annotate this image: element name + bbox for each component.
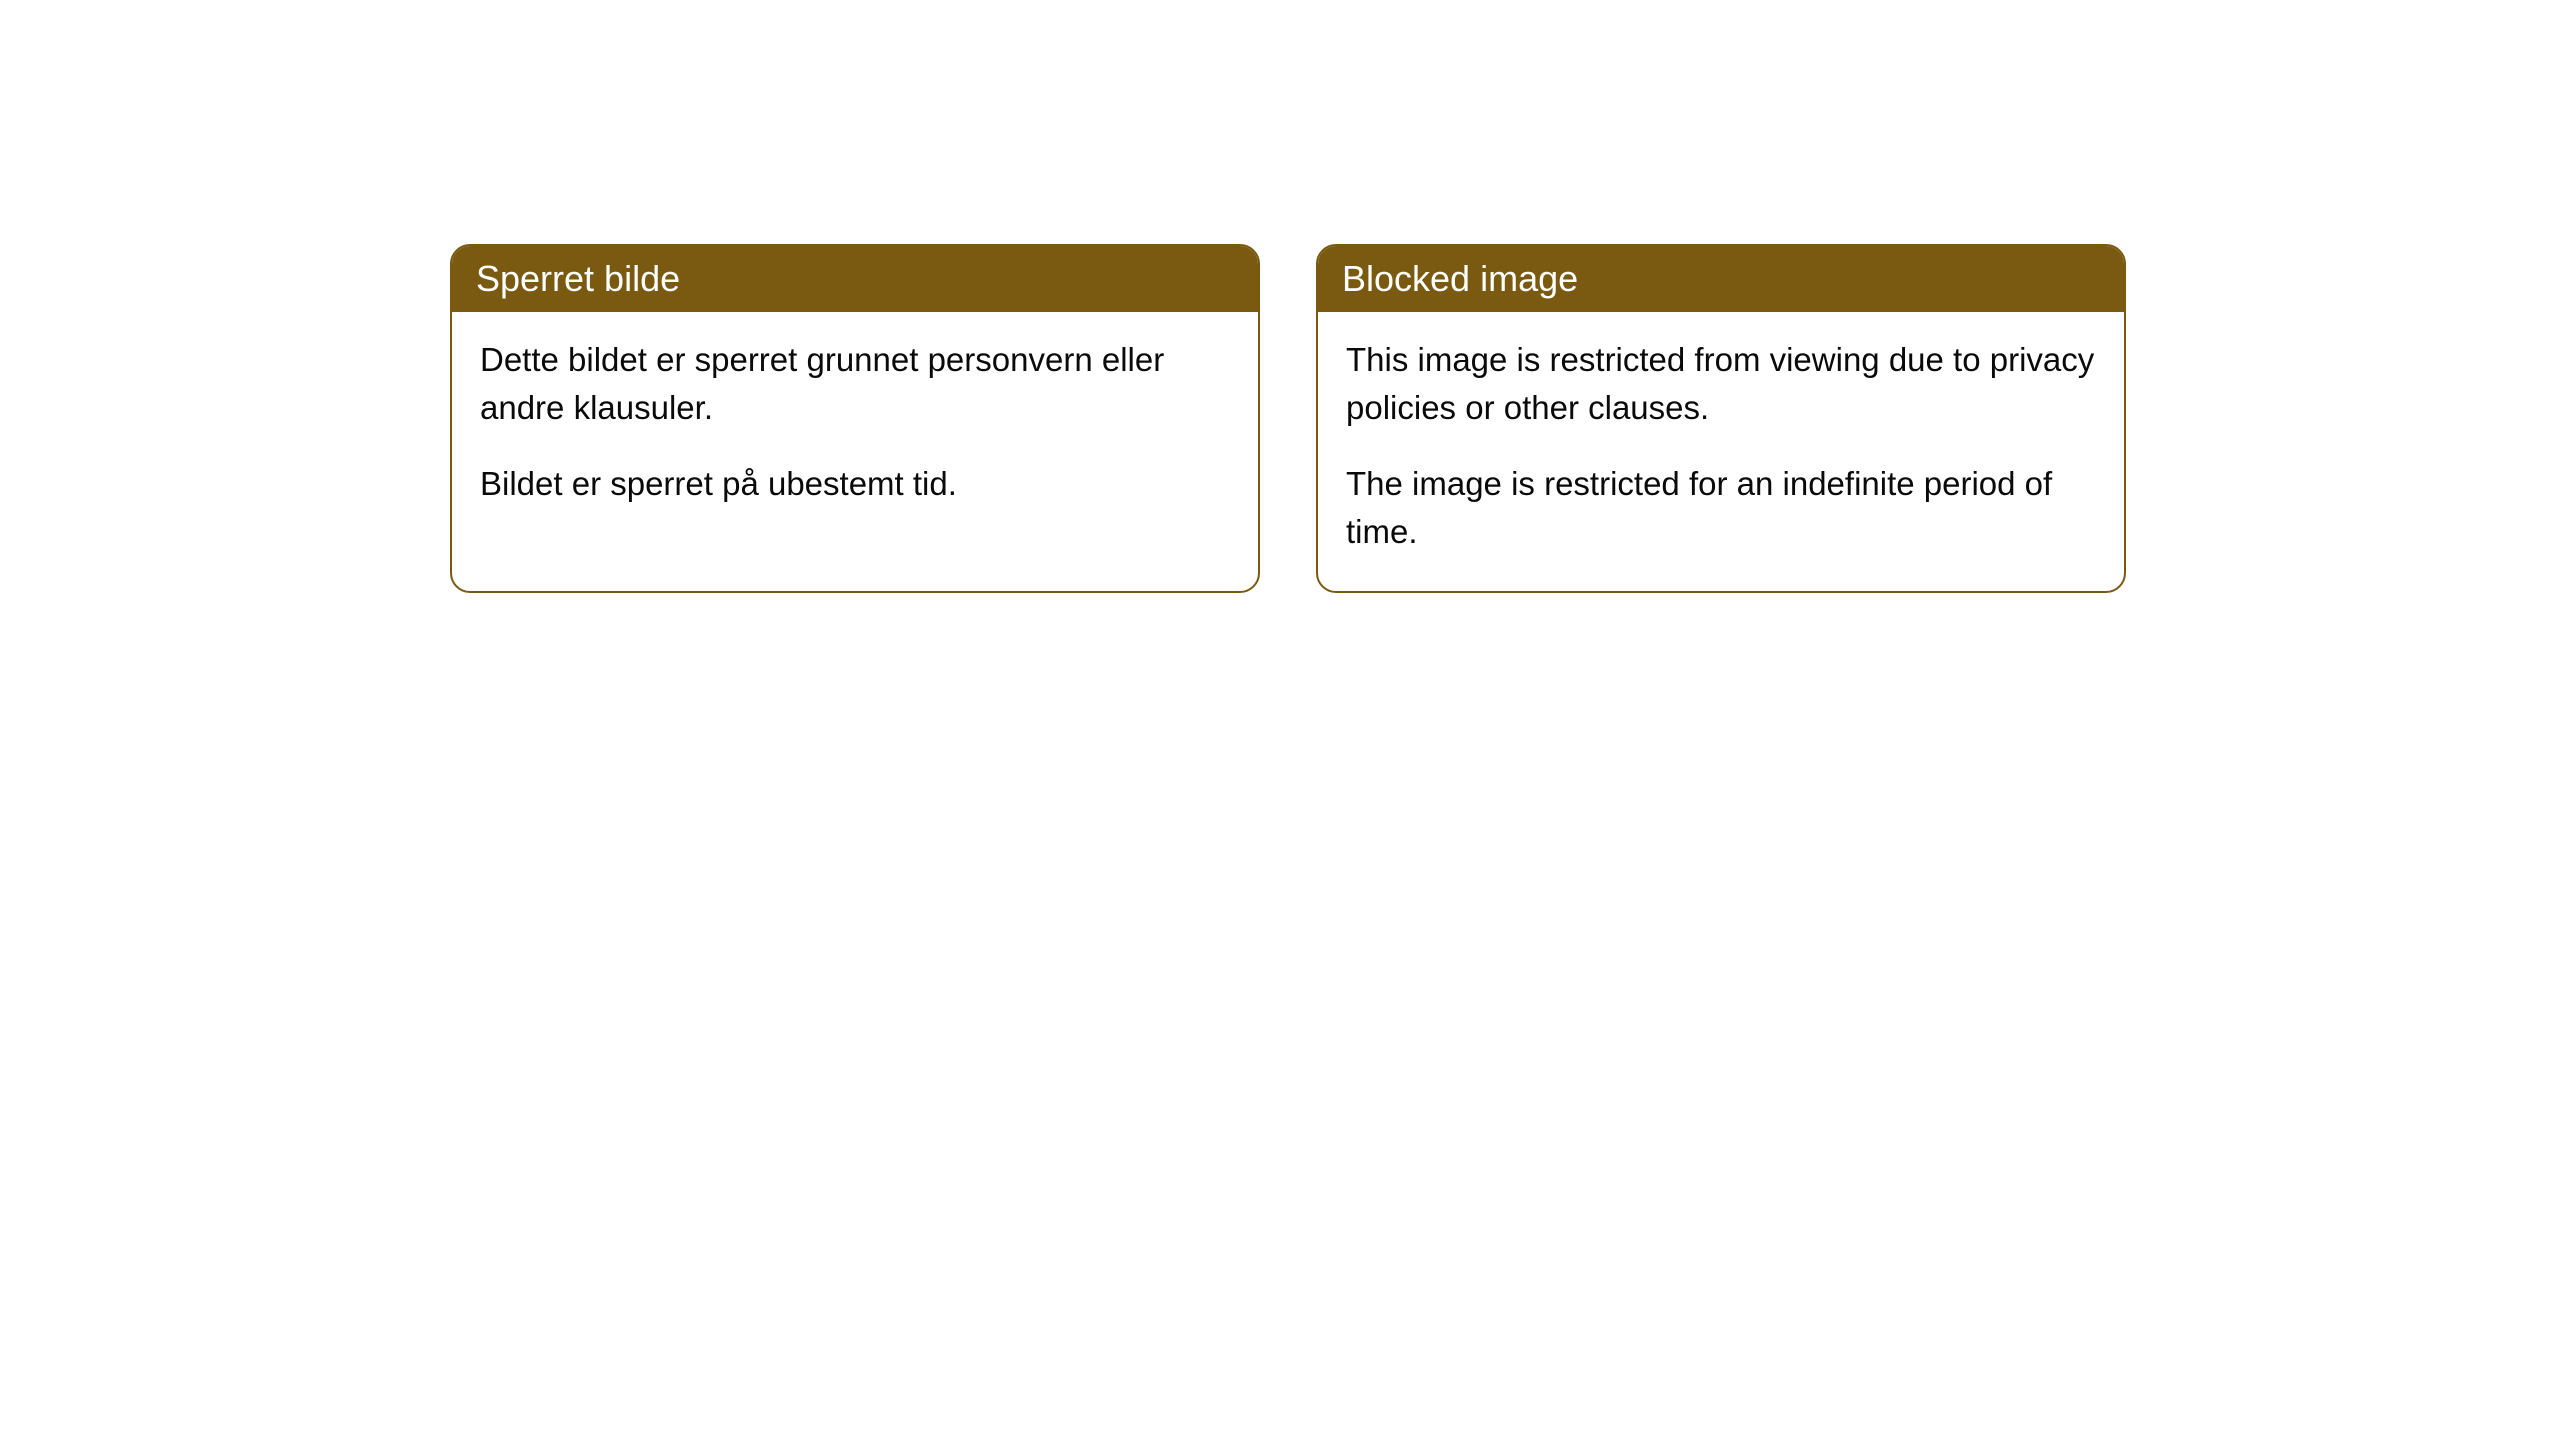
card-body-en: This image is restricted from viewing du…: [1318, 312, 2124, 591]
card-body-no: Dette bildet er sperret grunnet personve…: [452, 312, 1258, 544]
card-text-no-1: Dette bildet er sperret grunnet personve…: [480, 336, 1230, 432]
card-header-no: Sperret bilde: [452, 246, 1258, 312]
card-text-en-1: This image is restricted from viewing du…: [1346, 336, 2096, 432]
notice-cards-container: Sperret bilde Dette bildet er sperret gr…: [450, 244, 2126, 593]
card-text-en-2: The image is restricted for an indefinit…: [1346, 460, 2096, 556]
card-header-en: Blocked image: [1318, 246, 2124, 312]
card-text-no-2: Bildet er sperret på ubestemt tid.: [480, 460, 1230, 508]
blocked-image-card-no: Sperret bilde Dette bildet er sperret gr…: [450, 244, 1260, 593]
blocked-image-card-en: Blocked image This image is restricted f…: [1316, 244, 2126, 593]
